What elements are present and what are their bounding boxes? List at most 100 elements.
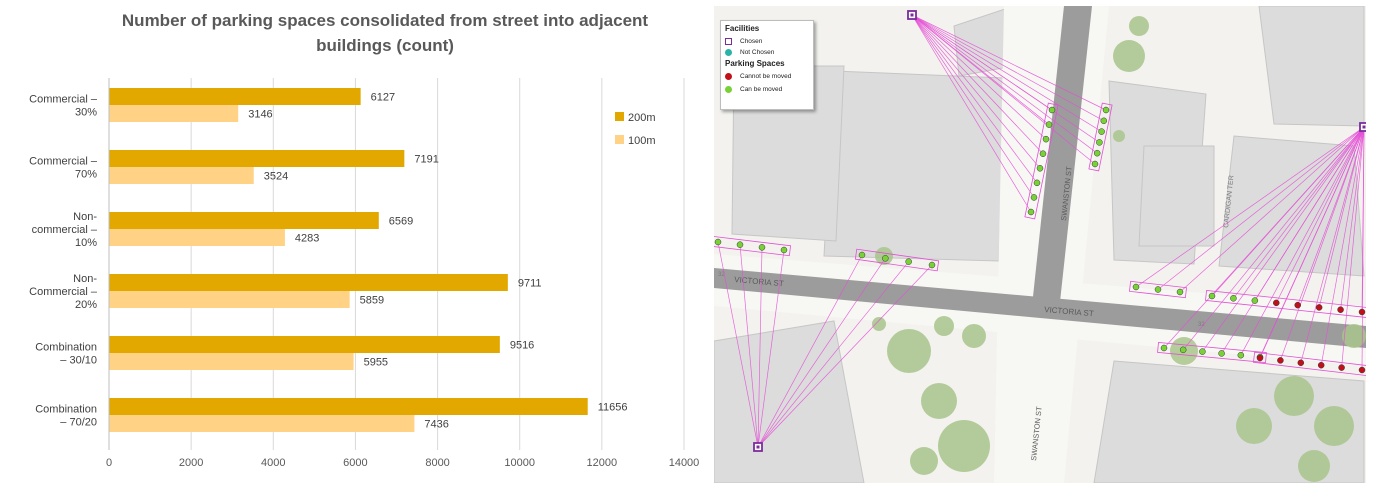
data-label: 6569 xyxy=(389,216,413,228)
assignment-line xyxy=(1318,126,1365,308)
can-move-dot-icon xyxy=(858,251,866,259)
can-move-dot-icon xyxy=(882,255,889,262)
cannot-move-dot-icon xyxy=(1338,364,1345,371)
can-move-dot-icon xyxy=(1030,194,1038,201)
assignment-line xyxy=(911,14,1100,143)
legend-chosen: Chosen xyxy=(725,36,762,46)
x-tick-label: 4000 xyxy=(261,457,285,469)
parking-row-outline xyxy=(1088,102,1113,172)
can-move-dot-icon xyxy=(1045,121,1053,128)
legend-facilities-heading: Facilities xyxy=(725,24,760,33)
assignment-line xyxy=(911,14,1098,154)
legend-swatch-200m xyxy=(615,112,624,121)
x-tick-label: 0 xyxy=(106,457,112,469)
can-move-dot-icon xyxy=(758,244,766,251)
data-label: 3146 xyxy=(248,109,272,121)
parking-row-outline xyxy=(1253,351,1366,377)
can-move-dot-icon xyxy=(1042,135,1050,143)
parking-row xyxy=(1157,342,1267,363)
data-label: 5955 xyxy=(364,357,388,369)
bar-100m xyxy=(109,415,415,432)
bar-100m xyxy=(109,229,285,246)
chart-title: Number of parking spaces consolidated fr… xyxy=(121,11,649,55)
legend-label-200m: 200m xyxy=(628,112,656,124)
bar-100m xyxy=(109,167,254,184)
can-move-dot-icon xyxy=(725,85,732,93)
x-tick-label: 2000 xyxy=(179,457,203,469)
can-move-dot-icon xyxy=(1096,139,1103,146)
bar-100m xyxy=(109,105,239,122)
tree xyxy=(1113,130,1125,142)
tree xyxy=(1236,408,1272,444)
parking-row xyxy=(1253,351,1366,377)
assignment-line xyxy=(911,14,1032,213)
cannot-move-dot-icon xyxy=(1277,357,1284,364)
tree xyxy=(1298,450,1330,482)
tree xyxy=(1274,376,1314,416)
cannot-move-dot-icon xyxy=(1297,359,1305,367)
data-label: 7436 xyxy=(424,419,448,431)
category-label: Combination xyxy=(35,342,97,354)
can-move-dot-icon xyxy=(1102,106,1110,114)
cannot-move-dot-icon xyxy=(1256,354,1264,362)
parking-row-outline xyxy=(1205,289,1366,319)
bar-200m xyxy=(109,398,588,415)
assignment-line xyxy=(1182,126,1365,351)
category-label: Non- xyxy=(73,273,97,285)
assignment-line xyxy=(1361,126,1365,371)
assignment-line xyxy=(1275,126,1365,304)
assignment-line xyxy=(757,249,785,448)
assignment-line xyxy=(1202,126,1365,352)
can-move-dot-icon xyxy=(1251,297,1259,304)
can-move-dot-icon xyxy=(1100,117,1108,125)
bar-chart-panel: Number of parking spaces consolidated fr… xyxy=(29,11,699,469)
data-label: 6127 xyxy=(371,92,395,104)
can-move-dot-icon xyxy=(1179,346,1187,354)
can-move-dot-icon xyxy=(1027,208,1035,216)
tree xyxy=(887,329,931,373)
category-label: Combination xyxy=(35,404,97,416)
can-move-dot-icon xyxy=(1039,150,1047,157)
data-label: 11656 xyxy=(598,402,628,414)
parking-row xyxy=(1129,280,1187,299)
swanston-road xyxy=(1032,6,1092,311)
tree xyxy=(1129,16,1149,36)
bar-200m xyxy=(109,336,500,353)
cannot-move-dot-icon xyxy=(1358,366,1366,374)
assignment-line xyxy=(1135,126,1365,288)
x-tick-label: 10000 xyxy=(504,457,535,469)
street-label-victoria-left: VICTORIA ST xyxy=(734,275,784,288)
chosen-facility-icon-core xyxy=(756,445,760,449)
tree xyxy=(934,316,954,336)
can-move-dot-icon xyxy=(1132,283,1140,291)
assignment-line xyxy=(739,244,759,448)
tree xyxy=(938,420,990,472)
category-label: Commercial – xyxy=(29,286,98,298)
assignment-line xyxy=(1320,126,1365,366)
cannot-move-dot-icon xyxy=(1317,361,1325,369)
parking-row-outline xyxy=(1129,280,1187,299)
parking-spaces xyxy=(714,102,1366,377)
building xyxy=(823,70,1005,262)
assignment-line xyxy=(1280,126,1365,361)
assignment-line xyxy=(911,14,1044,154)
tree xyxy=(962,324,986,348)
assignment-line xyxy=(757,258,886,448)
assignment-line xyxy=(1340,126,1365,310)
bar-200m xyxy=(109,150,405,167)
category-label: 70% xyxy=(75,169,97,181)
can-move-dot-icon xyxy=(1230,295,1237,302)
tree xyxy=(921,383,957,419)
assignment-line xyxy=(717,241,759,448)
can-move-dot-icon xyxy=(905,258,912,265)
legend-cannot-move: Cannot be moved xyxy=(725,71,791,81)
parking-row xyxy=(854,248,940,272)
route-label-a: 32 xyxy=(718,272,725,278)
cannot-move-dot-icon xyxy=(725,72,732,80)
chosen-facility-icon-core xyxy=(1362,125,1366,129)
can-move-dot-icon xyxy=(736,241,744,248)
assignment-line xyxy=(1297,126,1365,306)
assignment-lines xyxy=(717,14,1365,448)
assignment-line xyxy=(911,14,1102,132)
victoria-road xyxy=(714,268,1366,348)
